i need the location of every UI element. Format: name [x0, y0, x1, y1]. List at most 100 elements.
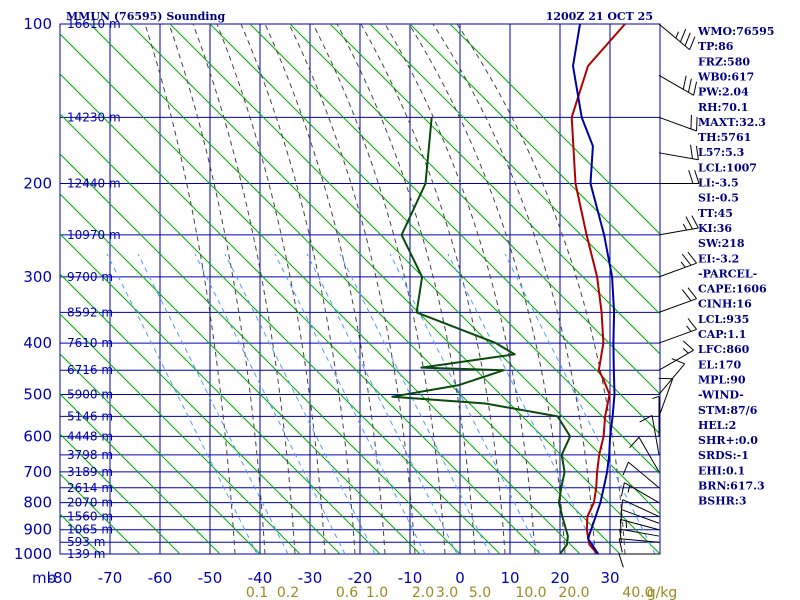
mixing-ratio-label: 0.2: [277, 585, 299, 600]
moist-adiabat-line: [288, 24, 416, 554]
temperature-tick-label: -40: [248, 569, 273, 587]
pressure-tick-label: 300: [23, 268, 52, 286]
temperature-tick-label: -80: [48, 569, 73, 587]
height-label: 5146 m: [67, 409, 113, 423]
temperature-tick-label: 30: [600, 569, 619, 587]
moist-adiabat-line: [264, 24, 386, 554]
height-label: 10970 m: [67, 228, 121, 242]
wind-barb: [619, 518, 660, 534]
pressure-tick-label: 200: [23, 175, 52, 193]
index-item: WB0:617: [697, 70, 754, 83]
pressure-tick-label: 1000: [14, 545, 52, 563]
dry-adiabat-line: [60, 433, 181, 554]
index-item: LFC:860: [698, 343, 750, 356]
mixing-ratio-line: [137, 253, 289, 554]
mixing-ratio-line: [194, 253, 346, 554]
pressure-tick-label: 900: [23, 521, 52, 539]
dry-adiabat-line: [409, 24, 660, 275]
moist-adiabat-line: [456, 24, 626, 554]
pressure-unit-label: mb: [32, 569, 56, 587]
temperature-tick-label: -60: [148, 569, 173, 587]
mixing-ratio-label: g/kg: [647, 585, 678, 600]
wind-barb: [620, 499, 660, 518]
mixing-ratio-line: [339, 253, 491, 554]
stability-indices: WMO:76595 TP:86 FRZ:580 WB0:617 PW:2.04 RH:70…: [697, 25, 774, 508]
dry-adiabat-line: [60, 73, 541, 554]
isobar-isotherm-grid: [59, 23, 661, 555]
temperature-tick-label: -10: [398, 569, 423, 587]
index-item: EI:-3.2: [698, 252, 739, 265]
moist-adiabat-line: [336, 24, 476, 554]
mixing-ratio-label: 3.0: [436, 585, 458, 600]
mixing-ratio-line: [224, 253, 376, 554]
wind-barb: [658, 23, 696, 51]
index-item: WMO:76595: [697, 25, 774, 38]
dry-adiabat-line: [129, 24, 660, 554]
wind-barb: [658, 377, 674, 417]
wind-barb: [658, 318, 697, 344]
index-item: -WIND-: [698, 389, 744, 402]
dry-adiabat-line: [60, 33, 581, 554]
index-item: KI:36: [698, 222, 732, 235]
parcel-trace: [572, 24, 616, 554]
dry-adiabat-line: [249, 24, 660, 435]
mixing-ratio-line: [306, 253, 458, 554]
dry-adiabat-line: [0, 0, 20, 554]
index-item: HEL:2: [698, 419, 736, 432]
wind-barb-column: [618, 23, 700, 568]
moist-adiabat-line: [408, 24, 566, 554]
mixing-ratio-label: 5.0: [469, 585, 491, 600]
mixing-ratio-line: [504, 253, 656, 554]
wind-barb: [620, 482, 660, 504]
station-title: MMUN (76595) Sounding: [66, 10, 225, 23]
mixing-ratio-label: 0.1: [246, 585, 268, 600]
dry-adiabat-line: [209, 24, 660, 475]
index-item: LCL:935: [698, 313, 749, 326]
height-label: 12440 m: [67, 177, 121, 191]
mixing-ratio-label: 20.0: [558, 585, 589, 600]
height-label: 8592 m: [67, 305, 113, 319]
dry-adiabat-line: [60, 393, 221, 554]
dry-adiabat-line: [60, 233, 381, 554]
height-label: 16610 m: [67, 17, 121, 31]
dry-adiabat-line: [60, 153, 461, 554]
pressure-tick-label: 700: [23, 463, 52, 481]
wind-barb: [658, 114, 698, 132]
mixing-ratio-line: [274, 253, 426, 554]
wind-barb: [658, 340, 694, 371]
height-label: 3798 m: [67, 448, 113, 462]
index-item: FRZ:580: [698, 55, 750, 68]
wind-barb: [658, 74, 698, 96]
index-item: EL:170: [698, 358, 741, 371]
moist-adiabat-line: [312, 24, 446, 554]
temperature-tick-label: -20: [348, 569, 373, 587]
mixing-ratio-label: 2.0: [412, 585, 434, 600]
index-item: SI:-0.5: [698, 192, 739, 205]
wind-barb: [658, 215, 699, 236]
temperature-tick-label: -30: [298, 569, 323, 587]
index-item: RH:70.1: [698, 101, 748, 114]
dry-adiabat-line: [369, 24, 660, 315]
mixing-ratio-label: 1.0: [366, 585, 388, 600]
wind-barb: [629, 436, 660, 473]
moist-adiabat-line: [192, 24, 296, 554]
index-item: SRDS:-1: [698, 449, 749, 462]
dewpoint-trace: [391, 117, 572, 554]
height-label: 593 m: [67, 535, 105, 549]
temperature-tick-label: 20: [550, 569, 569, 587]
height-label: 1560 m: [67, 510, 113, 524]
wind-barb: [622, 461, 660, 489]
moist-adiabats: [144, 24, 626, 554]
temperature-tick-label: 10: [500, 569, 519, 587]
mixing-ratio-line: [447, 253, 599, 554]
moist-adiabat-line: [216, 24, 326, 554]
pressure-tick-label: 800: [23, 494, 52, 512]
wind-barb: [658, 287, 697, 313]
index-item: TT:45: [698, 207, 733, 220]
index-item: -PARCEL-: [698, 267, 757, 280]
index-item: CAP:1.1: [698, 328, 746, 341]
height-label: 9700 m: [67, 270, 113, 284]
